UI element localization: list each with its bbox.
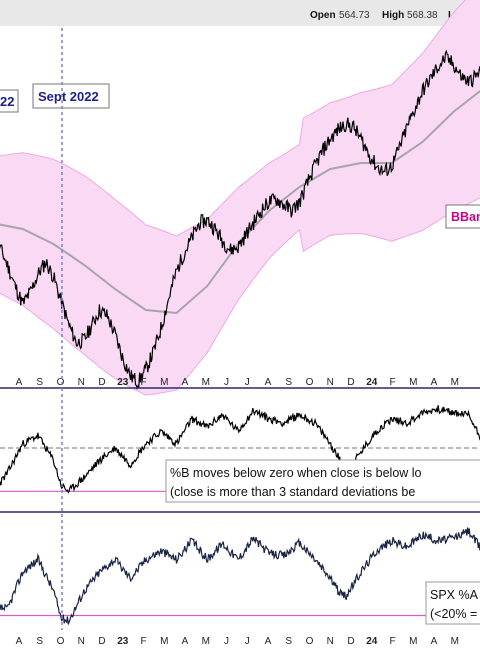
- x-tick-label-bottom: A: [182, 636, 189, 647]
- x-tick-label-bottom: D: [98, 636, 105, 647]
- x-tick-label-bottom: O: [57, 636, 65, 647]
- x-axis: A A S S O O N N D D 23 23 F F M M A A M M J J J J A A S S O O N N D D 24 24…: [16, 377, 459, 647]
- x-tick-label-top: M: [451, 377, 459, 388]
- open-label: Open: [310, 10, 336, 21]
- x-tick-label-top: A: [265, 377, 272, 388]
- x-tick-label-top: N: [327, 377, 334, 388]
- x-tick-label-top: J: [224, 377, 229, 388]
- header-bar: [0, 0, 480, 26]
- annotation-box-bband: [445, 204, 480, 229]
- x-tick-label-top: M: [409, 377, 417, 388]
- high-label: High: [382, 10, 404, 21]
- spx-note-line1: SPX %A: [430, 588, 479, 602]
- x-tick-label-top: F: [140, 377, 146, 388]
- x-tick-label-bottom: A: [265, 636, 272, 647]
- bollinger-lower-line: [0, 197, 480, 396]
- annotation-box-left: [0, 89, 19, 113]
- x-tick-label-bottom: F: [389, 636, 395, 647]
- x-tick-label-top: F: [389, 377, 395, 388]
- x-tick-label-bottom: F: [140, 636, 146, 647]
- x-tick-label-top: O: [57, 377, 65, 388]
- price-line: [0, 49, 480, 391]
- annotation-box-spx: [425, 581, 480, 625]
- spx-note-line2: (<20% =: [430, 607, 477, 621]
- x-tick-label-bottom: M: [202, 636, 210, 647]
- x-tick-label-top: M: [202, 377, 210, 388]
- x-tick-label-bottom: M: [451, 636, 459, 647]
- x-tick-label-top: S: [36, 377, 43, 388]
- x-tick-label-top: A: [16, 377, 23, 388]
- percent-b-note-line2: (close is more than 3 standard deviation…: [170, 485, 415, 499]
- x-tick-label-bottom: M: [160, 636, 168, 647]
- x-tick-label-bottom: A: [16, 636, 23, 647]
- x-tick-label-bottom: S: [285, 636, 292, 647]
- x-tick-label-top: A: [431, 377, 438, 388]
- x-tick-label-top: D: [347, 377, 354, 388]
- breadth-line: [0, 527, 480, 625]
- x-tick-label-bottom: J: [245, 636, 250, 647]
- x-tick-label-top: O: [306, 377, 314, 388]
- price-panel: [0, 0, 480, 396]
- x-tick-label-bottom: 24: [366, 636, 378, 647]
- x-tick-label-bottom: M: [409, 636, 417, 647]
- x-tick-label-bottom: O: [306, 636, 314, 647]
- x-tick-label-top: 24: [366, 377, 378, 388]
- x-tick-label-top: 23: [117, 377, 129, 388]
- bollinger-band-fill: [0, 0, 480, 396]
- annotation-bbands: BBan: [451, 210, 480, 224]
- x-tick-label-top: N: [78, 377, 85, 388]
- high-value: 568.38: [407, 10, 438, 21]
- open-value: 564.73: [339, 10, 370, 21]
- annotation-left: 22: [0, 94, 14, 109]
- breadth-panel: [0, 527, 480, 625]
- x-tick-label-bottom: 23: [117, 636, 129, 647]
- x-tick-label-bottom: A: [431, 636, 438, 647]
- x-tick-label-bottom: S: [36, 636, 43, 647]
- x-tick-label-bottom: N: [78, 636, 85, 647]
- annotation-box-percent-b: [165, 459, 480, 503]
- percent-b-panel: [0, 405, 480, 513]
- x-tick-label-top: J: [245, 377, 250, 388]
- annotation-box-sept: [32, 83, 110, 109]
- annotation-sept-2022: Sept 2022: [38, 89, 99, 104]
- x-tick-label-top: M: [160, 377, 168, 388]
- percent-b-line: [0, 405, 480, 494]
- x-tick-label-bottom: N: [327, 636, 334, 647]
- x-tick-label-bottom: D: [347, 636, 354, 647]
- x-tick-label-top: S: [285, 377, 292, 388]
- bollinger-upper-line: [0, 0, 466, 237]
- x-tick-label-top: D: [98, 377, 105, 388]
- percent-b-note-line1: %B moves below zero when close is below …: [170, 466, 422, 480]
- x-tick-label-bottom: J: [224, 636, 229, 647]
- x-tick-label-top: A: [182, 377, 189, 388]
